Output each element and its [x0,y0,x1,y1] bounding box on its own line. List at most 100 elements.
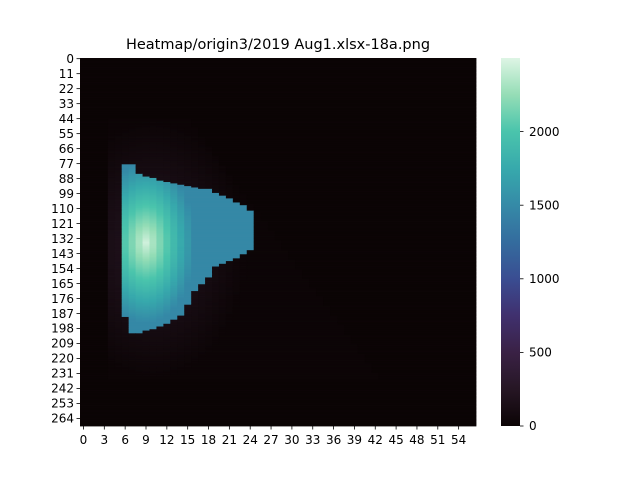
heatmap-cell [114,209,123,212]
heatmap-cell [191,259,234,262]
heatmap-cell [128,359,143,361]
heatmap-cell [177,352,185,355]
heatmap-cell [121,179,130,182]
heatmap-cell [80,378,109,381]
heatmap-cell [128,205,136,207]
heatmap-cell [184,256,192,259]
heatmap-cell [163,191,171,194]
heatmap-cell [107,183,116,186]
heatmap-cell [170,240,178,243]
heatmap-cell [163,327,171,330]
heatmap-cell [107,252,116,255]
heatmap-cell [114,182,123,184]
heatmap-cell [114,286,123,289]
heatmap-cell [302,271,477,274]
heatmap-cell [142,233,150,236]
heatmap-cell [135,218,143,221]
heatmap-cell [184,286,199,289]
heatmap-cell [212,291,220,293]
heatmap-cell [156,239,164,242]
heatmap-cell [218,306,227,308]
heatmap-cell [170,304,178,307]
heatmap-cell [253,232,275,235]
heatmap-cell [80,284,109,287]
heatmap-cell [260,216,477,218]
heatmap-cell [225,190,234,192]
heatmap-cell [177,348,185,351]
heatmap-cell [107,145,116,147]
heatmap-cell [246,263,296,266]
heatmap-cell [114,184,123,187]
heatmap-cell [246,209,255,212]
heatmap-cell [212,293,220,296]
heatmap-cell [246,269,303,272]
heatmap-cell [205,158,213,161]
heatmap-cell [184,135,192,138]
heatmap-cell [142,122,150,124]
heatmap-cell [80,308,109,311]
heatmap-cell [218,267,227,270]
heatmap-cell [170,186,178,188]
heatmap-cell [191,228,255,231]
heatmap-cell [107,128,123,131]
heatmap-cell [218,186,227,188]
heatmap-cell [128,338,143,341]
heatmap-cell [149,143,157,146]
heatmap-cell [184,366,192,368]
heatmap-cell [184,203,192,206]
heatmap-cell [121,233,130,236]
heatmap-cell [107,143,116,146]
heatmap-cell [149,186,157,188]
heatmap-cell [163,132,171,135]
heatmap-cell [156,312,164,315]
heatmap-cell [135,242,143,244]
heatmap-cell [156,248,164,251]
heatmap-cell [170,220,178,222]
heatmap-cell [149,262,157,265]
heatmap-cell [239,263,248,266]
heatmap-cell [170,327,178,330]
heatmap-cell [121,319,130,322]
heatmap-cell [142,263,150,266]
heatmap-cell [156,190,164,192]
heatmap-cell [239,277,248,280]
heatmap-cell [128,182,136,184]
heatmap-cell [142,266,150,269]
heatmap-cell [107,150,116,153]
heatmap-cell [135,352,143,355]
heatmap-cell [107,224,116,227]
heatmap-cell [205,296,213,299]
x-tick-label: 6 [121,433,129,447]
heatmap-cell [107,243,116,246]
heatmap-cell [149,237,157,240]
heatmap-cell [135,207,143,210]
heatmap-cell [191,135,199,138]
heatmap-cell [232,316,338,319]
heatmap-cell [253,213,262,216]
heatmap-cell [218,288,227,291]
heatmap-cell [121,138,130,141]
heatmap-cell [191,273,213,276]
heatmap-cell [163,216,171,218]
heatmap-cell [121,239,130,242]
heatmap-cell [135,368,171,371]
heatmap-cell [260,220,477,222]
heatmap-cell [121,280,130,282]
heatmap-cell [121,314,130,316]
heatmap-cell [191,247,255,250]
heatmap-cell [170,235,178,237]
heatmap-cell [107,363,116,366]
heatmap-cell [107,229,116,232]
heatmap-cell [239,267,248,270]
heatmap-cell [163,126,178,128]
heatmap-cell [142,222,150,225]
heatmap-cell [232,301,241,304]
x-tick-label: 48 [409,433,424,447]
heatmap-cell [128,337,136,340]
heatmap-cell [121,171,130,173]
heatmap-cell [128,331,143,334]
heatmap-cell [128,351,136,353]
heatmap-cell [337,322,477,325]
heatmap-cell [225,314,234,316]
heatmap-cell [107,276,116,278]
